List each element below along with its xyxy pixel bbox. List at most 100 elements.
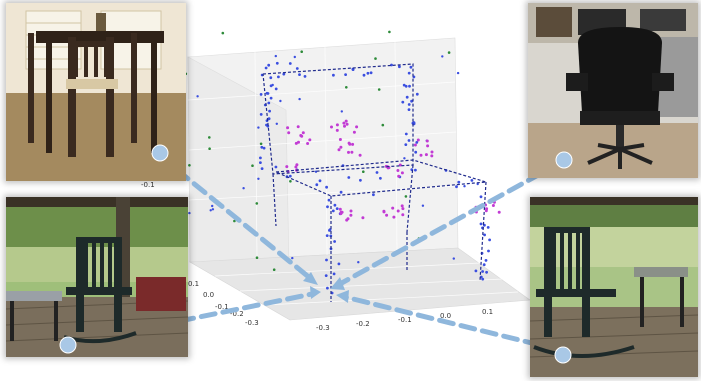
point-cloud-point xyxy=(275,61,279,65)
point-cloud-point xyxy=(347,150,350,154)
point-cloud-point xyxy=(362,73,366,77)
point-cloud-point xyxy=(407,71,411,75)
photo-porch-rocking-chair-right xyxy=(530,197,698,377)
point-cloud-point xyxy=(410,99,413,103)
y-tick-label: 0.1 xyxy=(188,280,199,288)
point-cloud-point xyxy=(275,122,278,126)
point-cloud-point xyxy=(288,62,292,65)
point-cloud-point xyxy=(274,87,278,91)
arrow-head xyxy=(330,277,345,290)
point-cloud-point xyxy=(484,209,488,213)
point-cloud-point xyxy=(308,138,312,142)
point-cloud-point xyxy=(267,63,271,67)
point-cloud-point xyxy=(407,139,411,142)
point-cloud-point xyxy=(483,233,486,237)
photo-porch-rocking-chair-left xyxy=(6,197,188,357)
x-tick-label: -0.1 xyxy=(398,316,412,324)
point-cloud-point xyxy=(482,263,486,267)
point-cloud-point xyxy=(366,71,370,75)
point-cloud-point xyxy=(255,256,259,260)
point-cloud-point xyxy=(259,113,263,116)
arrow-heads xyxy=(303,272,349,303)
point-cloud-point xyxy=(267,117,271,121)
point-cloud-point xyxy=(491,204,495,207)
point-cloud-point xyxy=(456,71,460,75)
point-cloud-point xyxy=(407,108,411,111)
point-cloud-point xyxy=(485,270,488,274)
point-cloud-point xyxy=(269,76,273,80)
point-cloud-point xyxy=(259,142,263,146)
point-cloud-point xyxy=(488,238,491,242)
point-cloud-point xyxy=(255,202,259,205)
point-cloud-point xyxy=(296,125,300,129)
point-cloud-point xyxy=(424,153,428,157)
photo-office-chair xyxy=(528,3,698,178)
point-cloud-point xyxy=(344,73,347,76)
point-cloud-point xyxy=(274,54,277,58)
point-cloud-point xyxy=(397,174,401,178)
point-cloud-point xyxy=(412,121,416,124)
z-tick-label: -0.1 xyxy=(141,181,155,189)
point-cloud-point xyxy=(279,99,282,103)
point-cloud-point xyxy=(300,50,304,53)
arrow-porch-left-to-chair xyxy=(69,291,315,346)
arrow-head xyxy=(336,290,349,303)
point-cloud-point xyxy=(288,174,292,178)
point-cloud-point xyxy=(337,262,341,266)
point-cloud-point xyxy=(430,154,434,158)
point-cloud-point xyxy=(260,167,264,171)
point-cloud-point xyxy=(306,142,310,145)
point-cloud-point xyxy=(291,256,294,260)
point-cloud-point xyxy=(188,164,191,167)
point-cloud-point xyxy=(414,168,417,172)
point-cloud-point xyxy=(265,123,268,127)
point-cloud-point xyxy=(374,57,377,60)
point-cloud-point xyxy=(257,177,260,180)
point-cloud-point xyxy=(262,146,266,150)
point-cloud-point xyxy=(274,165,278,169)
point-cloud-point xyxy=(347,141,351,145)
point-cloud-point xyxy=(390,63,393,67)
point-cloud-point xyxy=(355,125,359,129)
arrow-head xyxy=(310,286,321,299)
point-cloud-point xyxy=(377,88,381,91)
point-cloud-point xyxy=(351,68,355,71)
point-cloud-point xyxy=(257,126,260,129)
point-cloud-point xyxy=(277,75,280,79)
point-cloud-point xyxy=(324,274,328,277)
point-cloud-point xyxy=(282,72,286,76)
y-tick-label: -0.1 xyxy=(215,303,229,311)
point-cloud-point xyxy=(470,179,474,182)
point-cloud-point xyxy=(208,136,211,139)
point-cloud-point xyxy=(295,163,299,167)
point-cloud-point xyxy=(268,109,271,113)
point-cloud-point xyxy=(347,176,351,179)
point-cloud-point xyxy=(398,163,402,167)
point-cloud-point xyxy=(318,179,322,183)
point-cloud-point xyxy=(333,203,337,207)
point-cloud-point xyxy=(375,171,379,174)
point-cloud-point xyxy=(396,169,400,172)
point-cloud-point xyxy=(221,31,225,35)
point-cloud-point xyxy=(419,153,423,157)
chair-wireframe xyxy=(262,63,487,302)
point-cloud-point xyxy=(401,207,405,211)
wireframe-front-leg-right xyxy=(479,181,487,282)
point-cloud-point xyxy=(426,144,430,148)
point-cloud-point xyxy=(196,95,199,98)
point-cloud-point xyxy=(425,139,429,143)
point-cloud-point xyxy=(481,270,484,273)
point-cloud-point xyxy=(335,123,339,127)
point-cloud-point xyxy=(372,193,375,197)
point-cloud-point xyxy=(479,195,483,199)
office-chair-illustration xyxy=(528,3,698,178)
point-cloud-point xyxy=(345,86,348,89)
point-cloud-point xyxy=(404,84,408,88)
point-cloud-point xyxy=(392,215,396,219)
point-cloud-point xyxy=(271,83,274,87)
point-cloud-point xyxy=(233,219,236,223)
point-cloud-point xyxy=(298,73,301,76)
x-tick-label: -0.2 xyxy=(356,320,370,328)
point-cloud-point xyxy=(400,171,404,175)
